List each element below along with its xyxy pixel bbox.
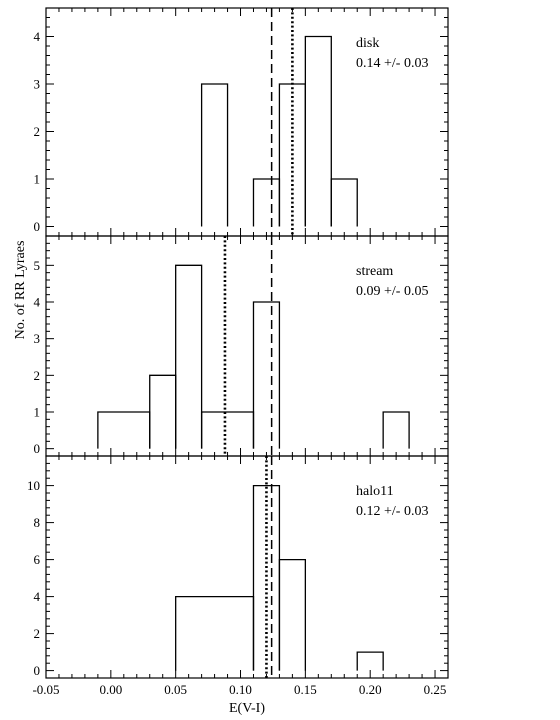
panel-stream: 0 1 2 3 4 5 stream 0.09 +/- 0.05 <box>34 235 449 457</box>
y-tick-label: 4 <box>34 295 41 310</box>
histogram-bar <box>200 411 255 449</box>
y-tick-label: 4 <box>34 29 41 44</box>
y-tick-label: 2 <box>34 626 41 641</box>
y-tick-label: 5 <box>34 258 41 273</box>
panel-frame <box>45 7 449 237</box>
y-axis-title: No. of RR Lyraes <box>13 241 28 340</box>
x-tick-label: 0.05 <box>164 682 187 697</box>
panel-label: halo11 <box>356 484 394 499</box>
x-axis-title: E(V-I) <box>229 701 265 716</box>
y-tick-label: 0 <box>34 219 41 234</box>
panel-label: disk <box>356 36 379 51</box>
y-tick-label: 2 <box>34 124 41 139</box>
y-tick-label: 0 <box>34 441 41 456</box>
x-tick-label: 0.25 <box>424 682 447 697</box>
x-tick-label: 0.15 <box>294 682 317 697</box>
y-tick-label: 3 <box>34 77 41 92</box>
y-tick-label: 3 <box>34 331 41 346</box>
histogram-bar <box>149 374 177 449</box>
panel-disk: 0 1 2 3 4 disk 0.14 +/- 0.03 <box>34 7 449 237</box>
histogram-bar <box>175 595 255 671</box>
histogram-bar <box>97 411 151 449</box>
panel-stat: 0.12 +/- 0.03 <box>356 504 428 519</box>
y-tick-label: 2 <box>34 368 41 383</box>
x-tick-label: 0.20 <box>359 682 382 697</box>
y-tick-label: 1 <box>34 405 41 420</box>
y-tick-label: 4 <box>34 589 41 604</box>
histogram-bar <box>304 35 332 227</box>
histogram-bar <box>175 264 203 449</box>
histogram-bar <box>252 178 281 227</box>
histogram-bar <box>330 178 358 227</box>
histogram-bar <box>200 83 229 227</box>
x-tick-label: 0.10 <box>229 682 252 697</box>
x-tick-label: 0.00 <box>99 682 122 697</box>
y-tick-label: 0 <box>34 663 41 678</box>
histogram-bar <box>382 411 410 449</box>
histogram-bar <box>356 651 384 671</box>
panel-halo11: 0 2 4 6 8 10 halo11 0.12 +/- 0.03 <box>27 455 449 679</box>
panel-stat: 0.14 +/- 0.03 <box>356 56 428 71</box>
y-tick-label: 1 <box>34 172 41 187</box>
y-tick-label: 8 <box>34 515 41 530</box>
panel-label: stream <box>356 264 393 279</box>
histogram-bar <box>278 558 307 671</box>
x-tick-label: -0.05 <box>32 682 59 697</box>
histogram-bar <box>252 301 281 449</box>
y-tick-label: 6 <box>34 552 41 567</box>
y-tick-label: 10 <box>27 478 40 493</box>
panel-stat: 0.09 +/- 0.05 <box>356 284 428 299</box>
